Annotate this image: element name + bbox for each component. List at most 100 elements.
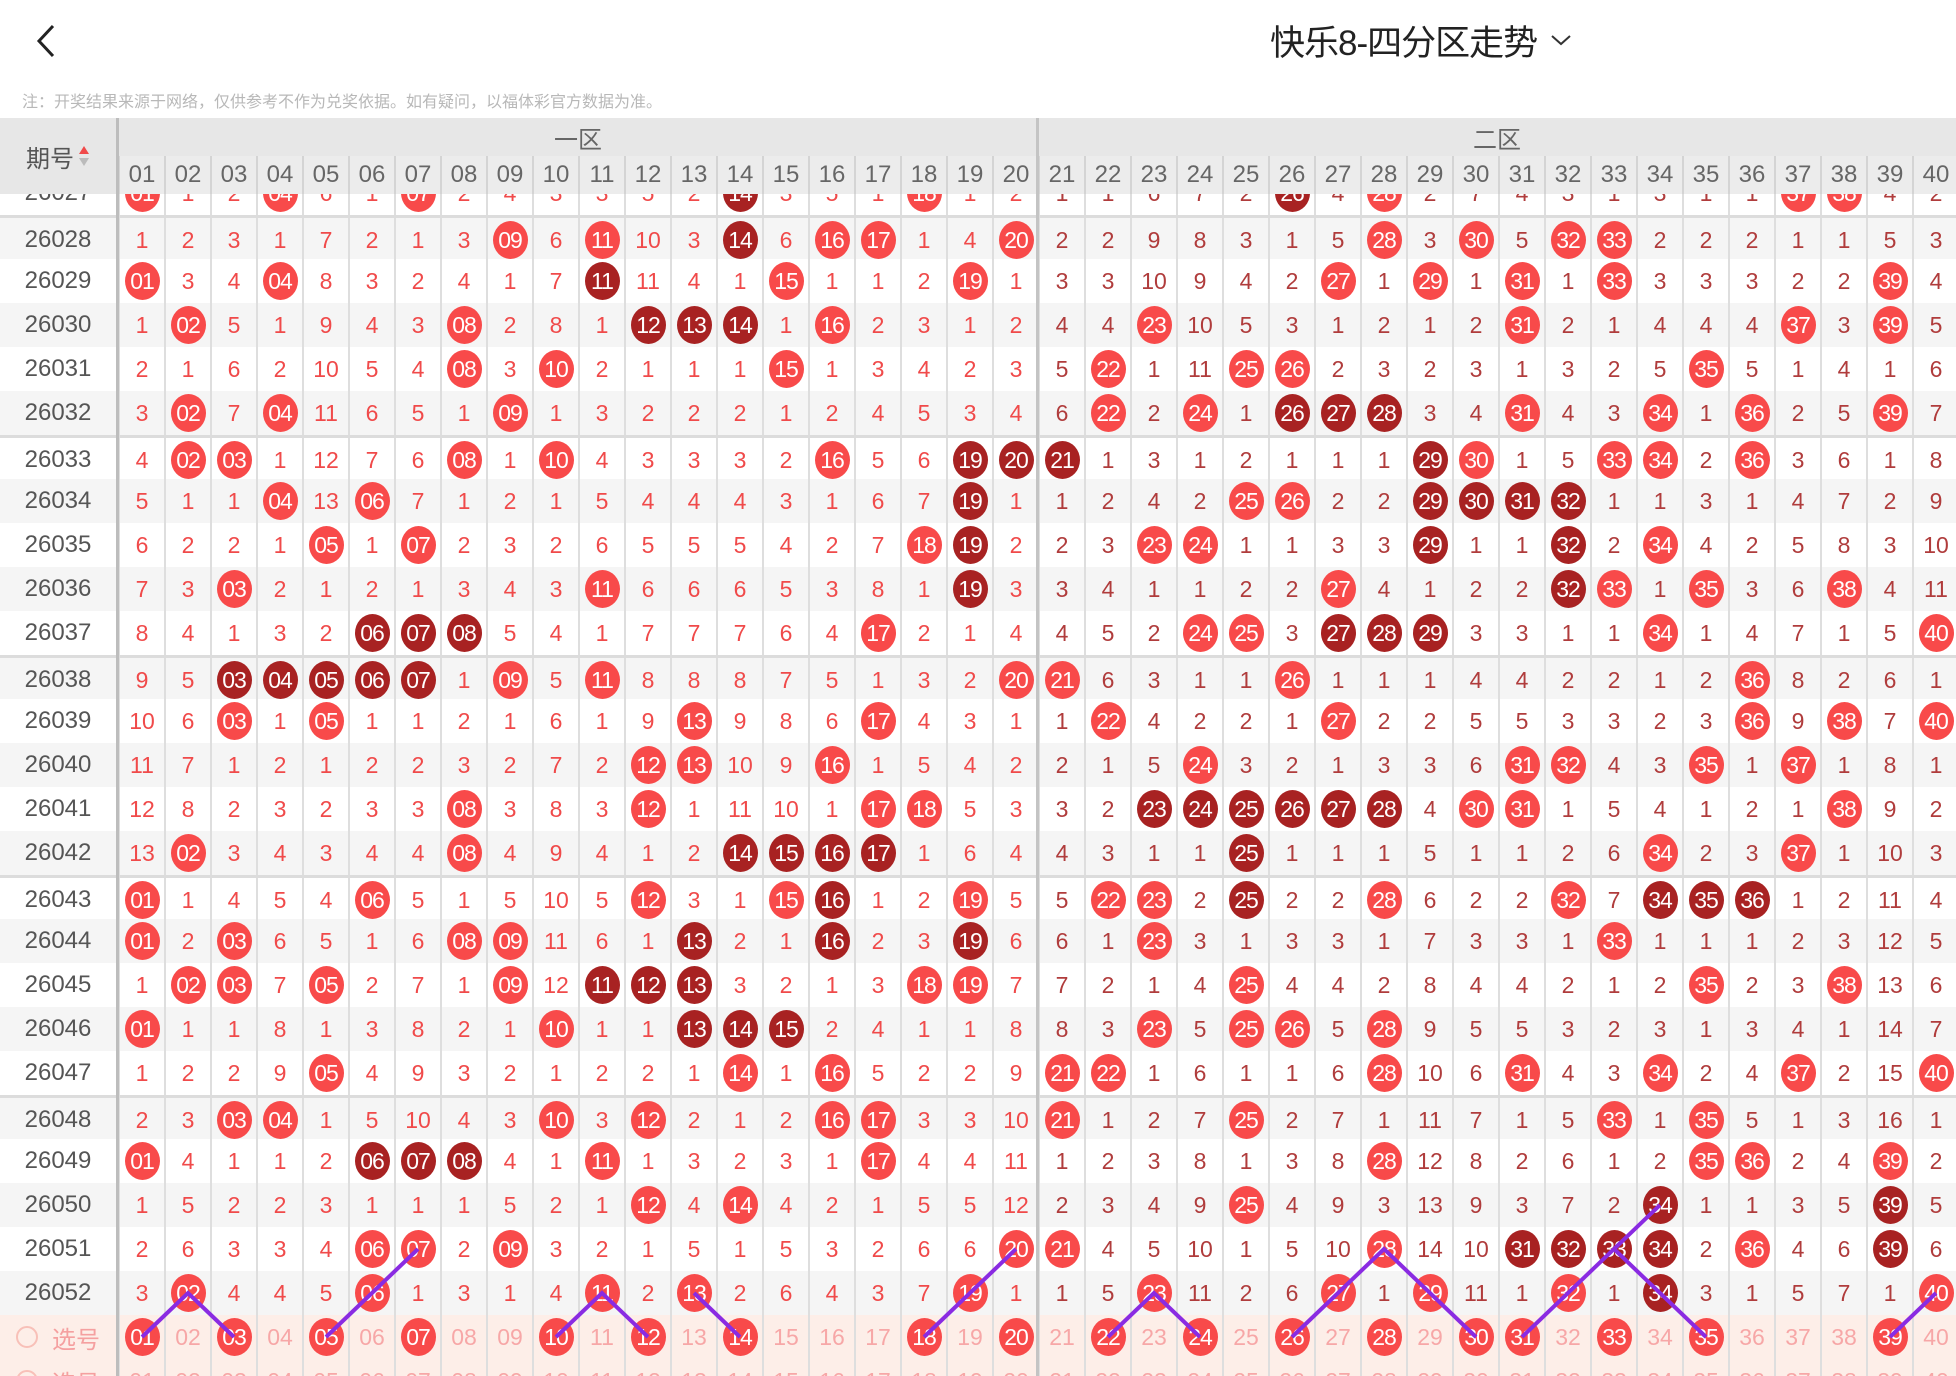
- pick-cell-08[interactable]: 08: [440, 1315, 486, 1359]
- pick-cell-12[interactable]: 12: [624, 1359, 670, 1376]
- pick-cell-31[interactable]: 31: [1498, 1315, 1544, 1359]
- pick-cell-23[interactable]: 23: [1130, 1315, 1176, 1359]
- pick-cell-16[interactable]: 16: [808, 1359, 854, 1376]
- cell: 1: [854, 878, 900, 922]
- pick-cell-09[interactable]: 09: [486, 1359, 532, 1376]
- pick-cell-34[interactable]: 34: [1636, 1315, 1682, 1359]
- pick-cell-17[interactable]: 17: [854, 1359, 900, 1376]
- drawn-ball: 40: [1918, 1054, 1954, 1092]
- pick-cell-36[interactable]: 36: [1728, 1359, 1774, 1376]
- pick-cell-05[interactable]: 05: [302, 1359, 348, 1376]
- pick-cell-04[interactable]: 04: [256, 1315, 302, 1359]
- pick-cell-28[interactable]: 28: [1360, 1315, 1406, 1359]
- pick-cell-08[interactable]: 08: [440, 1359, 486, 1376]
- pick-cell-07[interactable]: 07: [394, 1315, 440, 1359]
- pick-cell-37[interactable]: 37: [1774, 1359, 1820, 1376]
- pick-cell-39[interactable]: 39: [1866, 1359, 1912, 1376]
- pick-cell-19[interactable]: 19: [946, 1359, 992, 1376]
- pick-cell-29[interactable]: 29: [1406, 1315, 1452, 1359]
- pick-cell-15[interactable]: 15: [762, 1315, 808, 1359]
- pick-cell-05[interactable]: 05: [302, 1315, 348, 1359]
- trend-table-body[interactable]: 2602701120461072433521435118121167226428…: [0, 194, 1956, 1376]
- pick-cell-19[interactable]: 19: [946, 1315, 992, 1359]
- pick-cell-25[interactable]: 25: [1222, 1359, 1268, 1376]
- pick-cell-06[interactable]: 06: [348, 1315, 394, 1359]
- pick-cell-23[interactable]: 23: [1130, 1359, 1176, 1376]
- pick-cell-37[interactable]: 37: [1774, 1315, 1820, 1359]
- cell: 2: [1176, 878, 1222, 922]
- pick-cell-20[interactable]: 20: [992, 1359, 1038, 1376]
- pick-row-label[interactable]: 选号: [0, 1359, 116, 1376]
- pick-cell-10[interactable]: 10: [532, 1359, 578, 1376]
- pick-cell-40[interactable]: 40: [1912, 1315, 1956, 1359]
- pick-cell-18[interactable]: 18: [900, 1359, 946, 1376]
- cell: 3: [532, 194, 578, 215]
- pick-cell-28[interactable]: 28: [1360, 1359, 1406, 1376]
- pick-cell-30[interactable]: 30: [1452, 1315, 1498, 1359]
- pick-cell-18[interactable]: 18: [900, 1315, 946, 1359]
- pick-cell-01[interactable]: 01: [118, 1359, 164, 1376]
- pick-cell-04[interactable]: 04: [256, 1359, 302, 1376]
- radio-circle-icon[interactable]: [16, 1370, 38, 1376]
- cell: 2: [1176, 479, 1222, 523]
- pick-cell-22[interactable]: 22: [1084, 1315, 1130, 1359]
- pick-cell-03[interactable]: 03: [210, 1359, 256, 1376]
- pick-cell-01[interactable]: 01: [118, 1315, 164, 1359]
- pick-cell-40[interactable]: 40: [1912, 1359, 1956, 1376]
- cell: 5: [624, 194, 670, 215]
- chart-type-dropdown[interactable]: 快乐8-四分区走势: [1270, 14, 1573, 66]
- cell: 7: [302, 218, 348, 262]
- cell: 18: [900, 194, 946, 215]
- pick-cell-21[interactable]: 21: [1038, 1359, 1084, 1376]
- pick-cell-03[interactable]: 03: [210, 1315, 256, 1359]
- pick-cell-07[interactable]: 07: [394, 1359, 440, 1376]
- pick-cell-02[interactable]: 02: [164, 1359, 210, 1376]
- pick-cell-38[interactable]: 38: [1820, 1359, 1866, 1376]
- pick-row-label[interactable]: 选号: [0, 1315, 116, 1359]
- pick-cell-30[interactable]: 30: [1452, 1359, 1498, 1376]
- pick-cell-29[interactable]: 29: [1406, 1359, 1452, 1376]
- pick-cell-02[interactable]: 02: [164, 1315, 210, 1359]
- pick-cell-06[interactable]: 06: [348, 1359, 394, 1376]
- pick-cell-24[interactable]: 24: [1176, 1359, 1222, 1376]
- pick-cell-13[interactable]: 13: [670, 1315, 716, 1359]
- radio-circle-icon[interactable]: [16, 1326, 38, 1348]
- pick-cell-33[interactable]: 33: [1590, 1359, 1636, 1376]
- pick-cell-33[interactable]: 33: [1590, 1315, 1636, 1359]
- pick-cell-14[interactable]: 14: [716, 1315, 762, 1359]
- pick-cell-20[interactable]: 20: [992, 1315, 1038, 1359]
- period-sort-header[interactable]: 期号: [0, 118, 116, 194]
- pick-cell-11[interactable]: 11: [578, 1359, 624, 1376]
- pick-cell-36[interactable]: 36: [1728, 1315, 1774, 1359]
- pick-cell-27[interactable]: 27: [1314, 1315, 1360, 1359]
- pick-cell-21[interactable]: 21: [1038, 1315, 1084, 1359]
- pick-cell-10[interactable]: 10: [532, 1315, 578, 1359]
- pick-cell-17[interactable]: 17: [854, 1315, 900, 1359]
- pick-cell-15[interactable]: 15: [762, 1359, 808, 1376]
- pick-cell-31[interactable]: 31: [1498, 1359, 1544, 1376]
- pick-cell-27[interactable]: 27: [1314, 1359, 1360, 1376]
- pick-cell-13[interactable]: 13: [670, 1359, 716, 1376]
- pick-cell-16[interactable]: 16: [808, 1315, 854, 1359]
- pick-cell-22[interactable]: 22: [1084, 1359, 1130, 1376]
- pick-cell-35[interactable]: 35: [1682, 1359, 1728, 1376]
- pick-cell-26[interactable]: 26: [1268, 1315, 1314, 1359]
- pick-cell-09[interactable]: 09: [486, 1315, 532, 1359]
- back-button[interactable]: [22, 16, 72, 66]
- cell: 1: [348, 523, 394, 567]
- pick-cell-32[interactable]: 32: [1544, 1315, 1590, 1359]
- pick-cell-25[interactable]: 25: [1222, 1315, 1268, 1359]
- pick-cell-34[interactable]: 34: [1636, 1359, 1682, 1376]
- cell: 3: [1774, 1183, 1820, 1227]
- pick-cell-11[interactable]: 11: [578, 1315, 624, 1359]
- selected-ball: 12: [630, 1318, 666, 1356]
- pick-cell-38[interactable]: 38: [1820, 1315, 1866, 1359]
- pick-cell-39[interactable]: 39: [1866, 1315, 1912, 1359]
- pick-cell-24[interactable]: 24: [1176, 1315, 1222, 1359]
- drawn-ball: 35: [1688, 966, 1724, 1004]
- pick-cell-35[interactable]: 35: [1682, 1315, 1728, 1359]
- pick-cell-32[interactable]: 32: [1544, 1359, 1590, 1376]
- pick-cell-12[interactable]: 12: [624, 1315, 670, 1359]
- pick-cell-26[interactable]: 26: [1268, 1359, 1314, 1376]
- pick-cell-14[interactable]: 14: [716, 1359, 762, 1376]
